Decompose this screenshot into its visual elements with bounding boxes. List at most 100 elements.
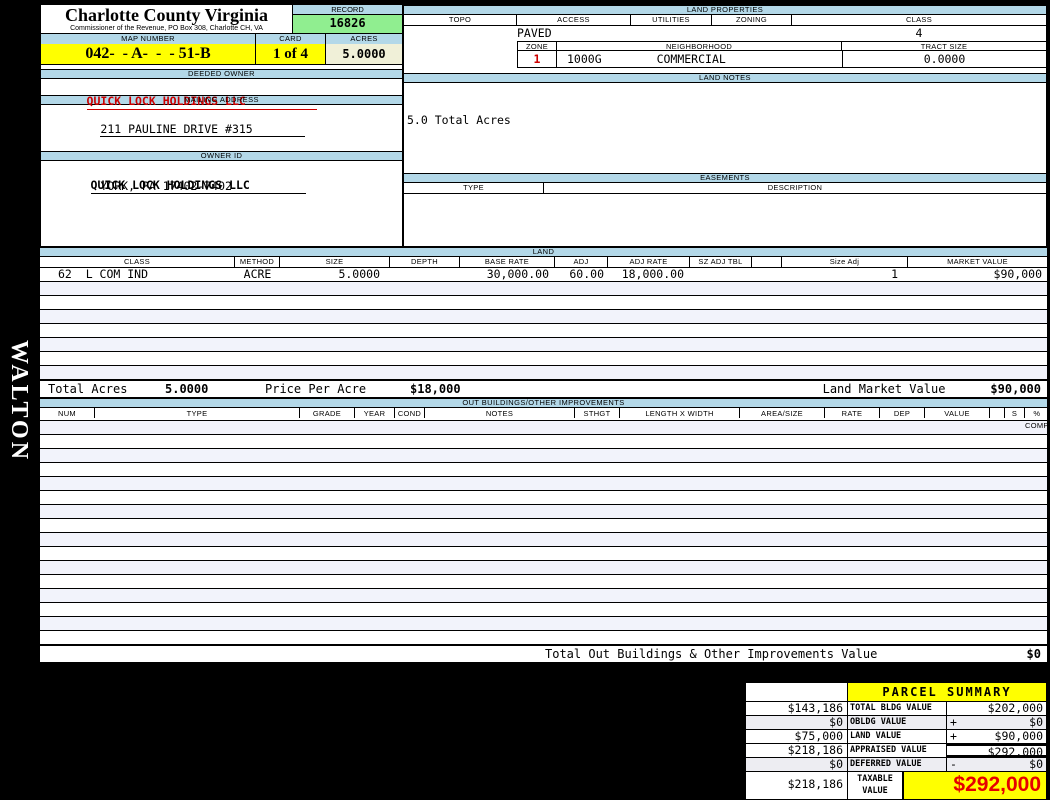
land-bar: LAND xyxy=(40,247,1047,257)
obldg-value-label: OBLDG VALUE xyxy=(848,716,947,729)
card-value: 1 of 4 xyxy=(256,44,326,64)
ob-col-cond: COND xyxy=(395,408,425,418)
summary-header-blank xyxy=(746,683,848,701)
land-notes-bar: LAND NOTES xyxy=(404,73,1046,83)
land-col-size: SIZE xyxy=(280,257,390,267)
land-properties-card: LAND PROPERTIES TOPO ACCESS UTILITIES ZO… xyxy=(403,4,1047,247)
zone-neighborhood-headers: ZONE NEIGHBORHOOD TRACT SIZE xyxy=(404,41,1046,51)
neighborhood-name: COMMERCIAL xyxy=(656,52,726,66)
prior-taxable-value: $218,186 xyxy=(746,772,848,799)
land-row-blank xyxy=(752,268,782,281)
ob-col-blank xyxy=(990,408,1005,418)
mailing-address-bar: MAILING ADDRESS xyxy=(41,95,402,105)
land-properties-bar: LAND PROPERTIES xyxy=(404,5,1046,15)
class-label: CLASS xyxy=(905,15,933,24)
total-bldg-value-label: TOTAL BLDG VALUE xyxy=(848,702,947,715)
prior-deferred-value: $0 xyxy=(746,758,848,771)
access-label: ACCESS xyxy=(517,15,631,25)
out-buildings-total-label: Total Out Buildings & Other Improvements… xyxy=(545,646,878,661)
land-note-text: 5.0 Total Acres xyxy=(407,113,511,127)
appraised-value-cell: $292,000 xyxy=(947,744,1046,759)
land-row: 62 L COM IND ACRE 5.0000 30,000.00 60.00… xyxy=(40,268,1047,282)
land-col-method: METHOD xyxy=(235,257,280,267)
map-number-label: MAP NUMBER xyxy=(41,34,256,44)
spacer xyxy=(404,51,517,68)
tract-size-label: TRACT SIZE xyxy=(842,41,1046,51)
card-label: CARD xyxy=(256,34,326,44)
county-header-row: Charlotte County Virginia Commissioner o… xyxy=(41,5,402,34)
obldg-value-cell: + $0 xyxy=(947,716,1046,729)
summary-row-land: $75,000 LAND VALUE + $90,000 xyxy=(746,730,1046,744)
easement-type-label: TYPE xyxy=(404,183,544,193)
out-buildings-section: OUT BUILDINGS/OTHER IMPROVEMENTS NUM TYP… xyxy=(40,398,1049,663)
district-label: WALTON xyxy=(6,340,32,463)
owner-id-bar: OWNER ID xyxy=(41,151,402,161)
deferred-value-label: DEFERRED VALUE xyxy=(848,758,947,771)
total-acres-value: 5.0000 xyxy=(165,381,209,396)
land-properties-headers: TOPO ACCESS UTILITIES ZONING CLASS xyxy=(404,15,1046,26)
land-col-depth: DEPTH xyxy=(390,257,460,267)
deeded-owner-row: QUICK LOCK HOLDINGS LLC xyxy=(41,79,402,110)
parcel-summary-header-row: PARCEL SUMMARY xyxy=(746,683,1046,702)
land-row-size: 5.0000 xyxy=(338,268,380,281)
land-totals-row: Total Acres 5.0000 Price Per Acre $18,00… xyxy=(40,380,1047,399)
topo-value xyxy=(404,26,517,41)
owner-id-value: QUICK LOCK HOLDINGS LLC xyxy=(90,177,306,194)
owner-card: Charlotte County Virginia Commissioner o… xyxy=(40,4,403,247)
deferred-value-cell: - $0 xyxy=(947,758,1046,771)
minus-operator: - xyxy=(950,757,957,771)
obldg-value: $0 xyxy=(1029,715,1043,729)
land-col-class: CLASS xyxy=(40,257,235,267)
county-title-box: Charlotte County Virginia Commissioner o… xyxy=(41,5,293,33)
land-col-adj: ADJ xyxy=(555,257,608,267)
ob-col-rate: RATE xyxy=(825,408,880,418)
land-notes-area: 5.0 Total Acres xyxy=(404,83,1046,173)
owner-id-row: QUICK LOCK HOLDINGS LLC xyxy=(41,161,402,194)
ob-col-type: TYPE xyxy=(95,408,300,418)
parcel-summary-title: PARCEL SUMMARY xyxy=(848,683,1046,701)
land-row-adj: 60.00 xyxy=(569,268,604,281)
summary-row-taxable: $218,186 TAXABLE VALUE $292,000 xyxy=(746,772,1046,799)
map-card-acres-headers: MAP NUMBER CARD ACRES xyxy=(41,34,402,44)
appraised-value-label: APPRAISED VALUE xyxy=(848,744,947,757)
acres-label: ACRES xyxy=(326,34,402,44)
class-value: 4 xyxy=(915,26,923,40)
land-empty-rows xyxy=(40,282,1047,380)
land-col-size-adj: Size Adj xyxy=(782,257,908,267)
plus-operator: + xyxy=(950,729,957,743)
total-acres-label: Total Acres xyxy=(48,381,128,396)
price-per-acre-value: $18,000 xyxy=(410,381,461,396)
land-properties-values: PAVED 4 xyxy=(404,26,1046,41)
out-buildings-empty-rows xyxy=(40,421,1047,645)
ob-col-grade: GRADE xyxy=(300,408,355,418)
land-column-headers: CLASS METHOD SIZE DEPTH BASE RATE ADJ AD… xyxy=(40,257,1047,268)
prior-land-value: $75,000 xyxy=(746,730,848,743)
ob-col-notes: NOTES xyxy=(425,408,575,418)
out-buildings-headers: NUM TYPE GRADE YEAR COND NOTES STHGT LEN… xyxy=(40,408,1049,430)
appraised-value: $292,000 xyxy=(987,745,1043,759)
neighborhood-value: 1000G COMMERCIAL xyxy=(557,51,842,68)
zoning-label: ZONING xyxy=(712,15,792,25)
topo-label: TOPO xyxy=(404,15,517,25)
land-col-market-value: MARKET VALUE xyxy=(947,257,1008,266)
land-col-blank xyxy=(752,257,782,267)
summary-row-deferred: $0 DEFERRED VALUE - $0 xyxy=(746,758,1046,772)
commissioner-line: Commissioner of the Revenue, PO Box 308,… xyxy=(70,25,263,32)
land-row-class: 62 L COM IND xyxy=(58,268,149,281)
ob-col-pct-comp: % COMP xyxy=(1025,409,1049,430)
land-section: LAND CLASS METHOD SIZE DEPTH BASE RATE A… xyxy=(40,247,1047,399)
tract-size-value: 0.0000 xyxy=(842,51,1046,68)
zone-value: 1 xyxy=(517,51,557,68)
record-box: RECORD 16826 xyxy=(293,5,402,33)
land-col-sz-adj-tbl: SZ ADJ TBL xyxy=(690,257,752,267)
record-value: 16826 xyxy=(293,15,402,33)
land-row-method: ACRE xyxy=(243,268,272,281)
ob-col-area-size: AREA/SIZE xyxy=(740,408,825,418)
taxable-value-label: TAXABLE VALUE xyxy=(848,772,903,799)
summary-row-appraised: $218,186 APPRAISED VALUE $292,000 xyxy=(746,744,1046,759)
prior-total-bldg-value: $143,186 xyxy=(746,702,848,715)
land-value: $90,000 xyxy=(994,729,1043,743)
price-per-acre-label: Price Per Acre xyxy=(265,381,367,396)
ob-col-value: VALUE xyxy=(925,408,990,418)
